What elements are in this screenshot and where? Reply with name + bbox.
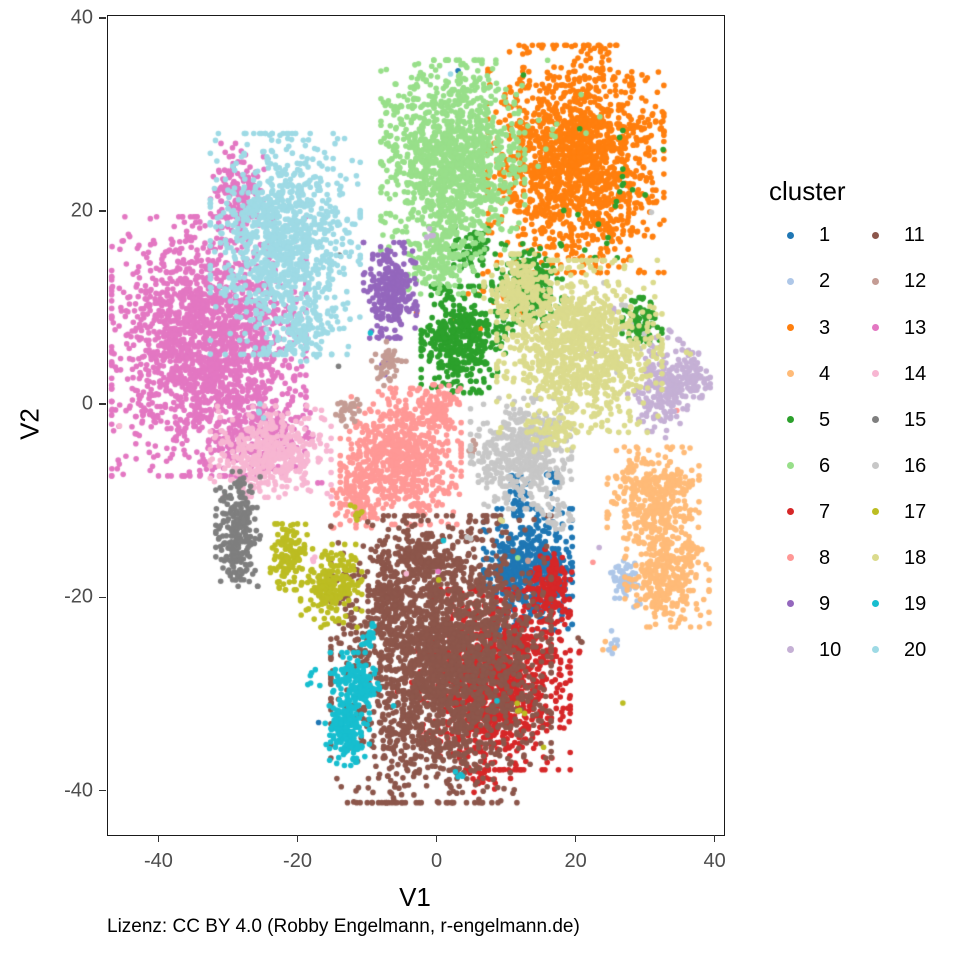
legend-item-2: 2 bbox=[786, 268, 831, 294]
legend-item-10: 10 bbox=[786, 637, 842, 663]
x-axis-title: V1 bbox=[399, 882, 431, 912]
legend-label: 5 bbox=[819, 408, 831, 431]
legend-label: 1 bbox=[819, 224, 831, 247]
legend-label: 3 bbox=[819, 316, 831, 339]
legend-label: 4 bbox=[819, 362, 831, 385]
x-tick-label: 40 bbox=[703, 850, 726, 872]
legend-key-dot bbox=[871, 324, 879, 331]
legend-item-4: 4 bbox=[786, 361, 831, 387]
x-tick-mark bbox=[157, 835, 160, 843]
legend-key-dot bbox=[786, 231, 794, 239]
x-tick-mark bbox=[296, 835, 299, 843]
scatter-points-canvas bbox=[108, 16, 724, 835]
legend-item-19: 19 bbox=[871, 591, 927, 617]
legend-key-dot bbox=[786, 416, 794, 424]
legend-label: 2 bbox=[819, 270, 831, 293]
y-tick-mark bbox=[98, 789, 106, 792]
legend-item-3: 3 bbox=[786, 315, 831, 341]
legend-item-8: 8 bbox=[786, 545, 831, 571]
y-tick-mark bbox=[98, 596, 106, 599]
x-tick-mark bbox=[574, 835, 577, 843]
legend-item-11: 11 bbox=[871, 222, 925, 248]
legend-key-dot bbox=[871, 646, 879, 654]
legend-item-1: 1 bbox=[786, 222, 831, 248]
legend-key-dot bbox=[786, 370, 794, 378]
legend-key-dot bbox=[871, 277, 879, 285]
legend-label: 11 bbox=[904, 224, 925, 247]
legend-label: 13 bbox=[904, 316, 927, 339]
legend-key-dot bbox=[786, 600, 794, 608]
legend-label: 9 bbox=[819, 592, 831, 615]
legend-key-dot bbox=[871, 231, 879, 239]
legend-label: 15 bbox=[904, 408, 927, 431]
legend-key-dot bbox=[871, 370, 879, 378]
legend-key-dot bbox=[871, 554, 879, 562]
x-tick-mark bbox=[713, 835, 716, 843]
x-tick-label: -20 bbox=[283, 850, 312, 872]
y-tick-label: 40 bbox=[70, 6, 93, 29]
legend-item-16: 16 bbox=[871, 453, 927, 479]
legend-key-dot bbox=[871, 508, 879, 516]
legend-item-5: 5 bbox=[786, 407, 831, 433]
legend-key-dot bbox=[871, 416, 879, 424]
legend-item-17: 17 bbox=[871, 499, 927, 525]
y-tick-label: -20 bbox=[64, 585, 93, 608]
legend-label: 18 bbox=[904, 546, 927, 569]
legend-key-dot bbox=[786, 646, 794, 654]
legend-item-20: 20 bbox=[871, 637, 927, 663]
y-tick-mark bbox=[98, 210, 106, 212]
legend-label: 8 bbox=[819, 546, 831, 569]
legend-item-7: 7 bbox=[786, 499, 831, 525]
legend-key-dot bbox=[871, 600, 879, 608]
legend-item-15: 15 bbox=[871, 407, 927, 433]
legend-item-6: 6 bbox=[786, 453, 831, 479]
y-tick-label: -40 bbox=[64, 779, 93, 802]
legend-key-dot bbox=[786, 277, 794, 285]
legend-item-12: 12 bbox=[871, 268, 927, 294]
y-tick-mark bbox=[98, 403, 106, 405]
x-tick-label: -40 bbox=[143, 850, 173, 872]
x-tick-label: 0 bbox=[430, 850, 443, 872]
legend-label: 16 bbox=[904, 454, 927, 477]
legend-item-18: 18 bbox=[871, 545, 927, 571]
y-tick-label: 0 bbox=[81, 392, 93, 415]
legend-key-dot bbox=[786, 508, 794, 516]
legend-key-dot bbox=[786, 324, 794, 331]
plot-panel bbox=[107, 15, 725, 836]
legend-label: 17 bbox=[904, 500, 927, 523]
caption: Lizenz: CC BY 4.0 (Robby Engelmann, r-en… bbox=[107, 916, 580, 937]
y-tick-mark bbox=[98, 17, 106, 19]
x-tick-mark bbox=[435, 835, 438, 843]
legend-label: 6 bbox=[819, 454, 831, 477]
legend-label: 20 bbox=[904, 638, 927, 661]
legend-label: 12 bbox=[904, 270, 927, 293]
legend-item-9: 9 bbox=[786, 591, 831, 617]
legend-item-13: 13 bbox=[871, 315, 927, 341]
y-tick-label: 20 bbox=[70, 199, 93, 222]
legend-item-14: 14 bbox=[871, 361, 927, 387]
legend-key-dot bbox=[786, 462, 794, 470]
legend-label: 14 bbox=[904, 362, 927, 385]
legend-title: cluster bbox=[769, 176, 846, 206]
x-tick-label: 20 bbox=[564, 850, 587, 872]
legend-label: 7 bbox=[819, 500, 831, 523]
legend-label: 19 bbox=[904, 592, 927, 615]
y-axis-title: V2 bbox=[14, 408, 45, 440]
legend-key-dot bbox=[871, 462, 879, 470]
legend-label: 10 bbox=[819, 638, 842, 661]
legend-key-dot bbox=[786, 554, 794, 562]
